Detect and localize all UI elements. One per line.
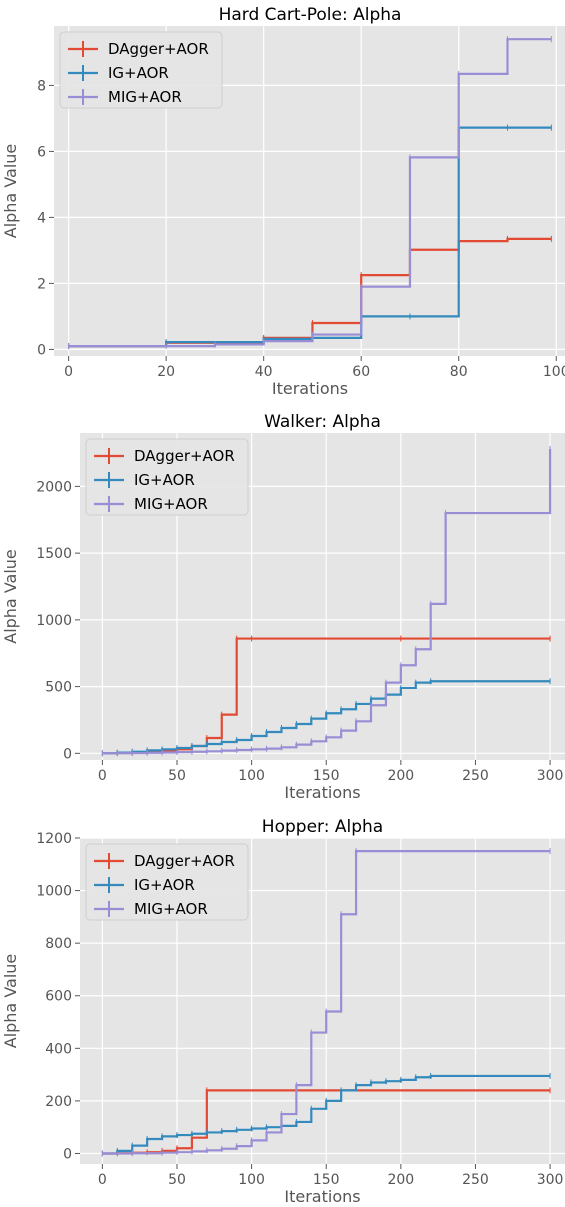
x-axis-label: Iterations xyxy=(284,783,360,802)
y-tick-label: 1500 xyxy=(36,546,72,562)
x-tick-label: 200 xyxy=(387,1172,414,1188)
chart-title: Hopper: Alpha xyxy=(262,817,383,837)
y-tick-label: 4 xyxy=(37,210,46,226)
chart-panel-walker: 0 50 100 150 200 250 300 0 500 1000 1500 2000 Walker… xyxy=(1,412,565,802)
y-tick-label: 1000 xyxy=(36,884,72,900)
y-tick-label: 6 xyxy=(37,144,46,160)
x-tick-label: 50 xyxy=(168,1172,186,1188)
legend: DAgger+AOR IG+AOR MIG+AOR xyxy=(85,843,249,921)
y-tick-label: 0 xyxy=(63,746,72,762)
x-axis-label: Iterations xyxy=(284,1187,360,1206)
legend: DAgger+AOR IG+AOR MIG+AOR xyxy=(59,31,223,109)
legend-label: IG+AOR xyxy=(108,64,169,82)
y-tick-label: 1200 xyxy=(36,831,72,847)
x-tick-label: 40 xyxy=(255,364,273,380)
y-tick-label: 200 xyxy=(45,1094,72,1110)
legend-label: DAgger+AOR xyxy=(108,40,209,58)
legend-box xyxy=(85,843,249,921)
x-tick-label: 300 xyxy=(537,768,564,784)
legend-label: IG+AOR xyxy=(134,876,195,894)
legend-label: MIG+AOR xyxy=(134,900,208,918)
series-line-ig-aor xyxy=(68,126,552,348)
x-tick-label: 0 xyxy=(98,1172,107,1188)
legend-box xyxy=(59,31,223,109)
legend-label: DAgger+AOR xyxy=(134,852,235,870)
y-axis-label: Alpha Value xyxy=(1,549,20,644)
x-tick-label: 100 xyxy=(238,768,265,784)
x-tick-label: 100 xyxy=(238,1172,265,1188)
legend-label: MIG+AOR xyxy=(108,88,182,106)
x-tick-label: 150 xyxy=(313,1172,340,1188)
y-axis-label: Alpha Value xyxy=(1,144,20,239)
x-tick-label: 100 xyxy=(543,364,565,380)
x-tick-label: 250 xyxy=(462,768,489,784)
y-tick-label: 2 xyxy=(37,276,46,292)
y-tick-label: 0 xyxy=(63,1146,72,1162)
y-tick-label: 500 xyxy=(45,680,72,696)
x-axis-label: Iterations xyxy=(272,379,348,398)
chart-panel-hopper: 0 50 100 150 200 250 300 0 200 400 600 800 1000 1200 H… xyxy=(1,817,565,1206)
legend-label: DAgger+AOR xyxy=(134,447,235,465)
x-tick-label: 300 xyxy=(537,1172,564,1188)
y-tick-label: 8 xyxy=(37,78,46,94)
y-axis-label: Alpha Value xyxy=(1,954,20,1049)
x-tick-label: 200 xyxy=(387,768,414,784)
y-tick-label: 2000 xyxy=(36,479,72,495)
x-tick-label: 0 xyxy=(64,364,73,380)
y-tick-label: 400 xyxy=(45,1041,72,1057)
x-tick-label: 20 xyxy=(157,364,175,380)
y-tick-label: 800 xyxy=(45,936,72,952)
chart-panel-hard-cart-pole: 0 20 40 60 80 100 0 2 4 6 8 Hard Cart-Pole: Alpha It… xyxy=(1,5,565,398)
y-tick-label: 0 xyxy=(37,342,46,358)
x-tick-label: 0 xyxy=(98,768,107,784)
x-tick-label: 60 xyxy=(352,364,370,380)
chart-title: Hard Cart-Pole: Alpha xyxy=(219,5,402,25)
y-tick-label: 600 xyxy=(45,989,72,1005)
legend-label: MIG+AOR xyxy=(134,495,208,513)
legend-label: IG+AOR xyxy=(134,471,195,489)
x-tick-label: 80 xyxy=(450,364,468,380)
x-tick-label: 250 xyxy=(462,1172,489,1188)
x-tick-label: 50 xyxy=(168,768,186,784)
y-tick-label: 1000 xyxy=(36,613,72,629)
legend: DAgger+AOR IG+AOR MIG+AOR xyxy=(85,438,249,516)
chart-title: Walker: Alpha xyxy=(264,412,381,432)
x-tick-label: 150 xyxy=(313,768,340,784)
legend-box xyxy=(85,438,249,516)
